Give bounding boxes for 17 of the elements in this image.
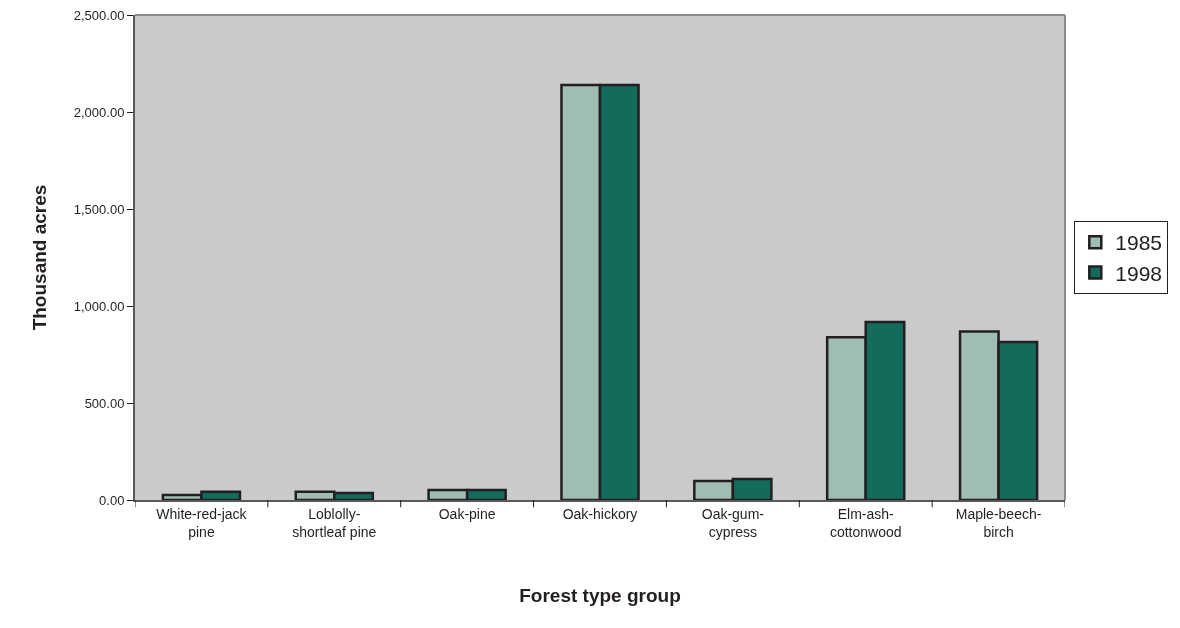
y-tick-label: 500.00 [84,395,125,411]
x-axis-title: Forest type group [519,585,681,607]
legend-label: 1998 [1115,261,1163,285]
y-tick-label: 2,000.00 [73,104,125,120]
x-tick-label: Elm-ash-cottonwood [829,505,902,540]
x-tick-label: Maple-beech-birch [955,505,1042,540]
x-tick-label: White-red-jack pine [156,505,248,540]
x-tick-label: Loblolly-shortleaf pine [292,505,377,540]
y-tick-label: 2,500.00 [73,7,125,23]
x-tick-label: Oak-pine [438,505,496,522]
legend-label: 1985 [1115,231,1163,255]
x-tick-label: Oak-gum-cypress [701,505,765,540]
x-tick-label: Oak-hickory [562,505,638,522]
y-tick-label: 1,500.00 [73,201,125,217]
y-axis-title: Thousand acres [29,184,51,331]
y-tick-label: 1,000.00 [73,298,125,314]
y-tick-label: 0.00 [99,492,125,508]
